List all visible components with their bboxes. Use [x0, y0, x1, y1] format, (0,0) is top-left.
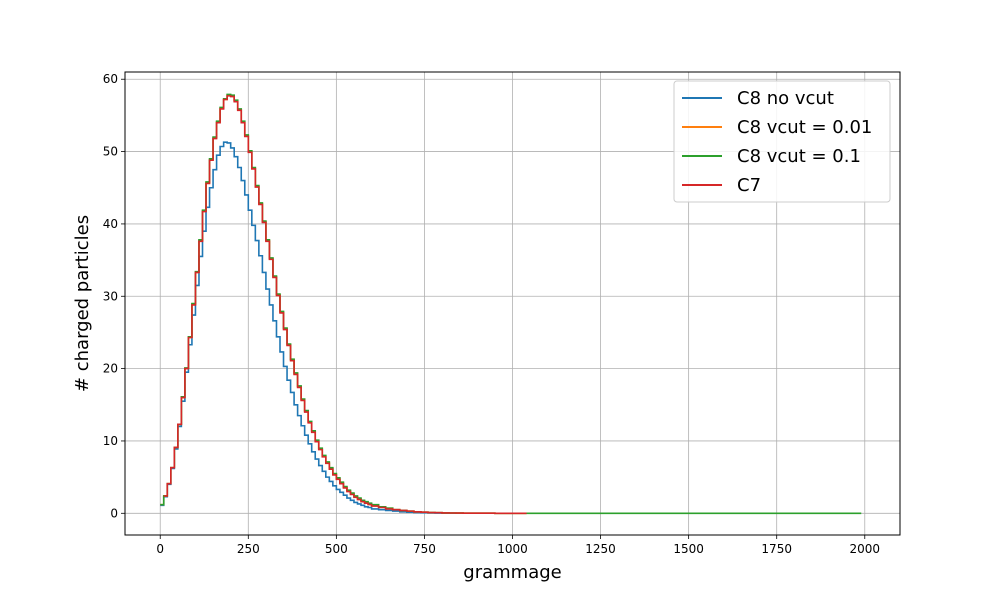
- y-tick-label: 30: [103, 289, 118, 303]
- x-tick-label: 2000: [849, 542, 880, 556]
- legend: C8 no vcut C8 vcut = 0.01 C8 vcut = 0.1 C7: [673, 80, 891, 203]
- x-axis-label: grammage: [463, 562, 561, 583]
- legend-box: [673, 80, 891, 203]
- legend-label: C8 no vcut: [737, 88, 834, 109]
- x-tick-label: 250: [237, 542, 260, 556]
- y-tick-label: 60: [103, 72, 118, 86]
- y-axis-label: # charged particles: [72, 215, 93, 392]
- x-tick-label: 1750: [761, 542, 792, 556]
- y-axis-ticks: 0 10 20 30 40 50 60: [103, 72, 125, 520]
- series-lines: [160, 93, 862, 515]
- x-tick-label: 750: [413, 542, 436, 556]
- x-tick-label: 1000: [497, 542, 528, 556]
- y-tick-label: 0: [110, 506, 118, 520]
- x-tick-label: 500: [325, 542, 348, 556]
- series-line: [160, 94, 527, 515]
- series-line: [160, 141, 457, 515]
- x-tick-label: 0: [156, 542, 164, 556]
- legend-label: C8 vcut = 0.1: [737, 146, 861, 167]
- y-tick-label: 40: [103, 217, 118, 231]
- x-tick-label: 1500: [673, 542, 704, 556]
- x-tick-label: 1250: [585, 542, 616, 556]
- y-tick-label: 50: [103, 145, 118, 159]
- y-tick-label: 20: [103, 362, 118, 376]
- y-tick-label: 10: [103, 434, 118, 448]
- series-line: [163, 95, 527, 515]
- x-axis-ticks: 0 250 500 750 1000 1250 1500 1750 2000: [156, 535, 880, 556]
- legend-label: C8 vcut = 0.01: [737, 117, 872, 138]
- legend-label: C7: [737, 175, 761, 196]
